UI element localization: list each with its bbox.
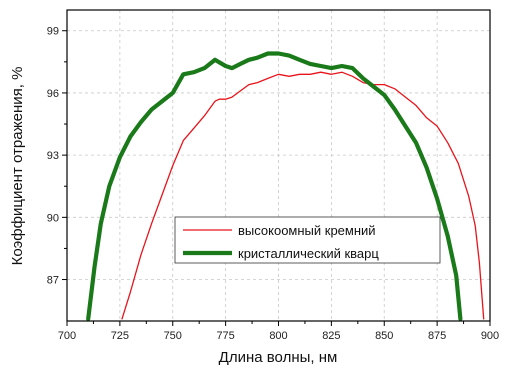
x-tick-label: 725	[111, 330, 129, 342]
x-tick-label: 800	[269, 330, 287, 342]
y-tick-label: 87	[47, 275, 59, 287]
legend-label-quartz: кристаллический кварц	[238, 246, 379, 261]
ticks	[62, 30, 491, 326]
legend: высокоомный кремний кристаллический квар…	[174, 216, 441, 264]
x-tick-label: 900	[481, 330, 499, 342]
x-tick-label: 775	[216, 330, 234, 342]
y-tick-label: 93	[47, 150, 59, 162]
x-tick-label: 700	[58, 330, 76, 342]
series-layer	[86, 51, 485, 321]
legend-label-silicon: высокоомный кремний	[238, 223, 376, 238]
legend-box	[174, 216, 441, 264]
y-tick-label: 90	[47, 212, 59, 224]
x-tick-label: 850	[375, 330, 393, 342]
series-line-0	[121, 71, 485, 320]
x-tick-label: 875	[428, 330, 446, 342]
x-tick-label: 825	[322, 330, 340, 342]
series-line-1	[86, 51, 463, 321]
y-tick-label: 96	[47, 88, 59, 100]
y-tick-label: 99	[47, 26, 59, 38]
tick-labels: 700 725 750 775 800 825 850 875 900 87 90 93 96 99	[47, 26, 499, 342]
x-axis-title: Длина волны, нм	[219, 349, 338, 366]
x-tick-label: 750	[164, 330, 182, 342]
y-axis-title: Коэффициент отражения, %	[9, 67, 26, 266]
